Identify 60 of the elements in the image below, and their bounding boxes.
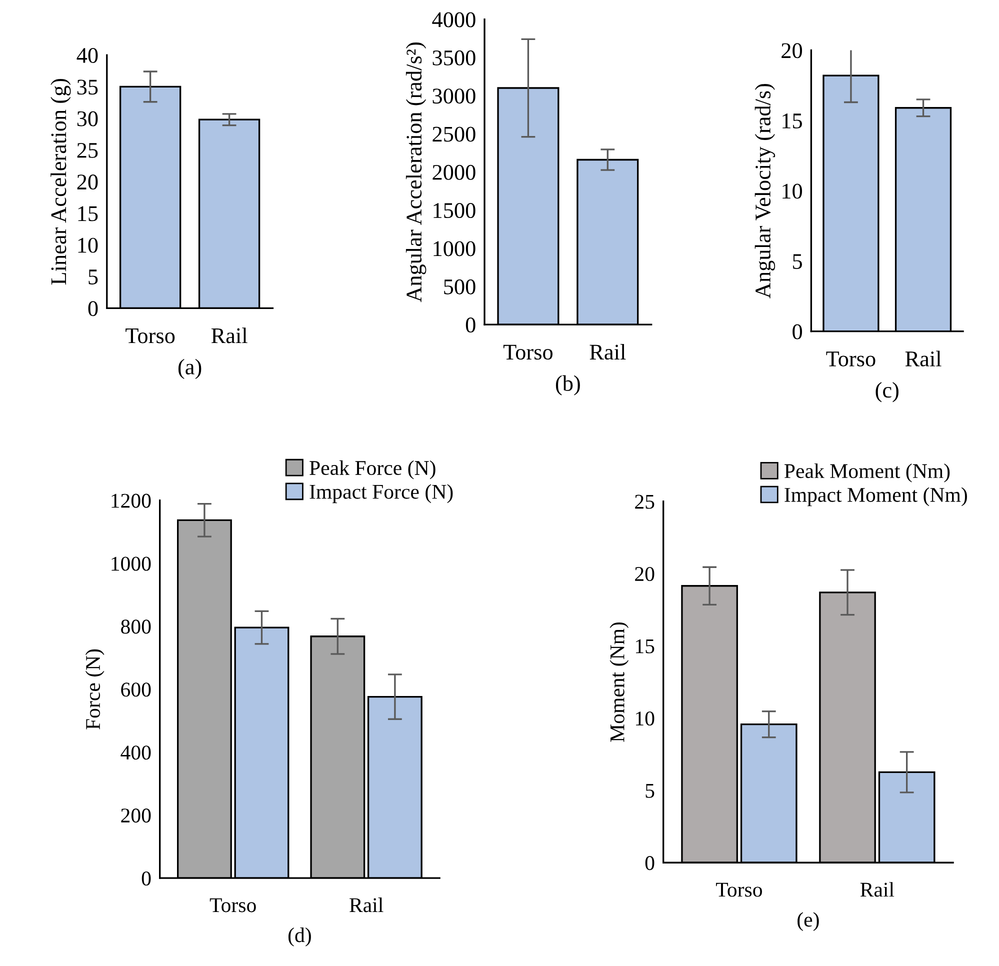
y-tick-label: 20: [782, 43, 802, 58]
x-axis-title: (c): [876, 382, 898, 402]
y-tick-label: 4000: [432, 12, 476, 28]
legend-label: Peak Moment (Nm): [784, 463, 950, 482]
legend-label: Impact Moment (Nm): [784, 487, 967, 506]
y-tick-label: 5: [88, 270, 98, 284]
y-tick-label: 1500: [434, 203, 476, 218]
y-tick-label: 10: [78, 238, 98, 253]
x-tick-label: Torso: [210, 898, 256, 912]
y-tick-label: 0: [466, 318, 476, 333]
y-tick-label: 500: [444, 279, 476, 294]
y-tick-label: 0: [792, 324, 802, 340]
y-tick-label: 2500: [432, 126, 476, 142]
y-tick-label: 600: [121, 682, 151, 697]
y-tick-label: 10: [636, 712, 654, 726]
x-axis-title: (e): [798, 912, 819, 931]
y-tick-label: 35: [77, 80, 98, 95]
legend-label: Impact Force (N): [310, 484, 453, 504]
y-tick-label: 10: [782, 184, 802, 199]
y-tick-label: 3500: [432, 50, 476, 66]
y-tick-label: 800: [121, 620, 151, 634]
y-tick-label: 30: [77, 111, 98, 126]
y-tick-label: 3000: [432, 88, 476, 104]
y-axis-title: Angular Acceleration (rad/s²): [406, 42, 426, 302]
legend-label: Peak Force (N): [310, 460, 436, 480]
y-tick-label: 200: [121, 808, 151, 823]
y-tick-label: 40: [76, 48, 98, 63]
y-tick-label: 1000: [112, 556, 151, 571]
y-axis-title: Linear Acceleration (g): [50, 78, 71, 285]
x-axis-title: (d): [288, 928, 311, 946]
y-tick-label: 25: [77, 142, 98, 158]
x-tick-label: Rail: [860, 882, 894, 897]
x-tick-label: Rail: [590, 344, 626, 360]
y-tick-label: 15: [782, 114, 802, 128]
y-tick-label: 5: [793, 254, 802, 269]
y-tick-label: 0: [645, 856, 654, 870]
y-tick-label: 1000: [434, 241, 476, 256]
y-tick-label: 400: [120, 746, 151, 760]
x-tick-label: Torso: [503, 344, 553, 360]
y-tick-label: 25: [635, 494, 654, 509]
x-tick-label: Torso: [826, 352, 876, 366]
x-tick-label: Torso: [716, 882, 762, 897]
x-tick-label: Rail: [350, 898, 384, 912]
y-tick-label: 5: [646, 784, 654, 798]
x-axis-title: (a): [178, 358, 202, 380]
x-tick-label: Rail: [211, 328, 248, 344]
y-tick-label: 20: [635, 566, 654, 582]
y-tick-label: 15: [78, 206, 98, 222]
x-tick-label: Rail: [905, 350, 942, 366]
y-tick-label: 15: [636, 639, 654, 654]
y-tick-label: 1200: [112, 494, 151, 508]
y-axis-title: Force (N): [85, 649, 104, 730]
y-axis-title: Moment (Nm): [610, 622, 629, 742]
y-tick-label: 20: [77, 174, 98, 190]
x-tick-label: Torso: [126, 328, 175, 344]
x-axis-title: (b): [556, 375, 580, 396]
y-tick-label: 0: [88, 301, 98, 316]
y-tick-label: 0: [142, 871, 151, 886]
y-axis-title: Angular Velocity (rad/s): [754, 84, 776, 298]
y-tick-label: 2000: [432, 164, 476, 180]
